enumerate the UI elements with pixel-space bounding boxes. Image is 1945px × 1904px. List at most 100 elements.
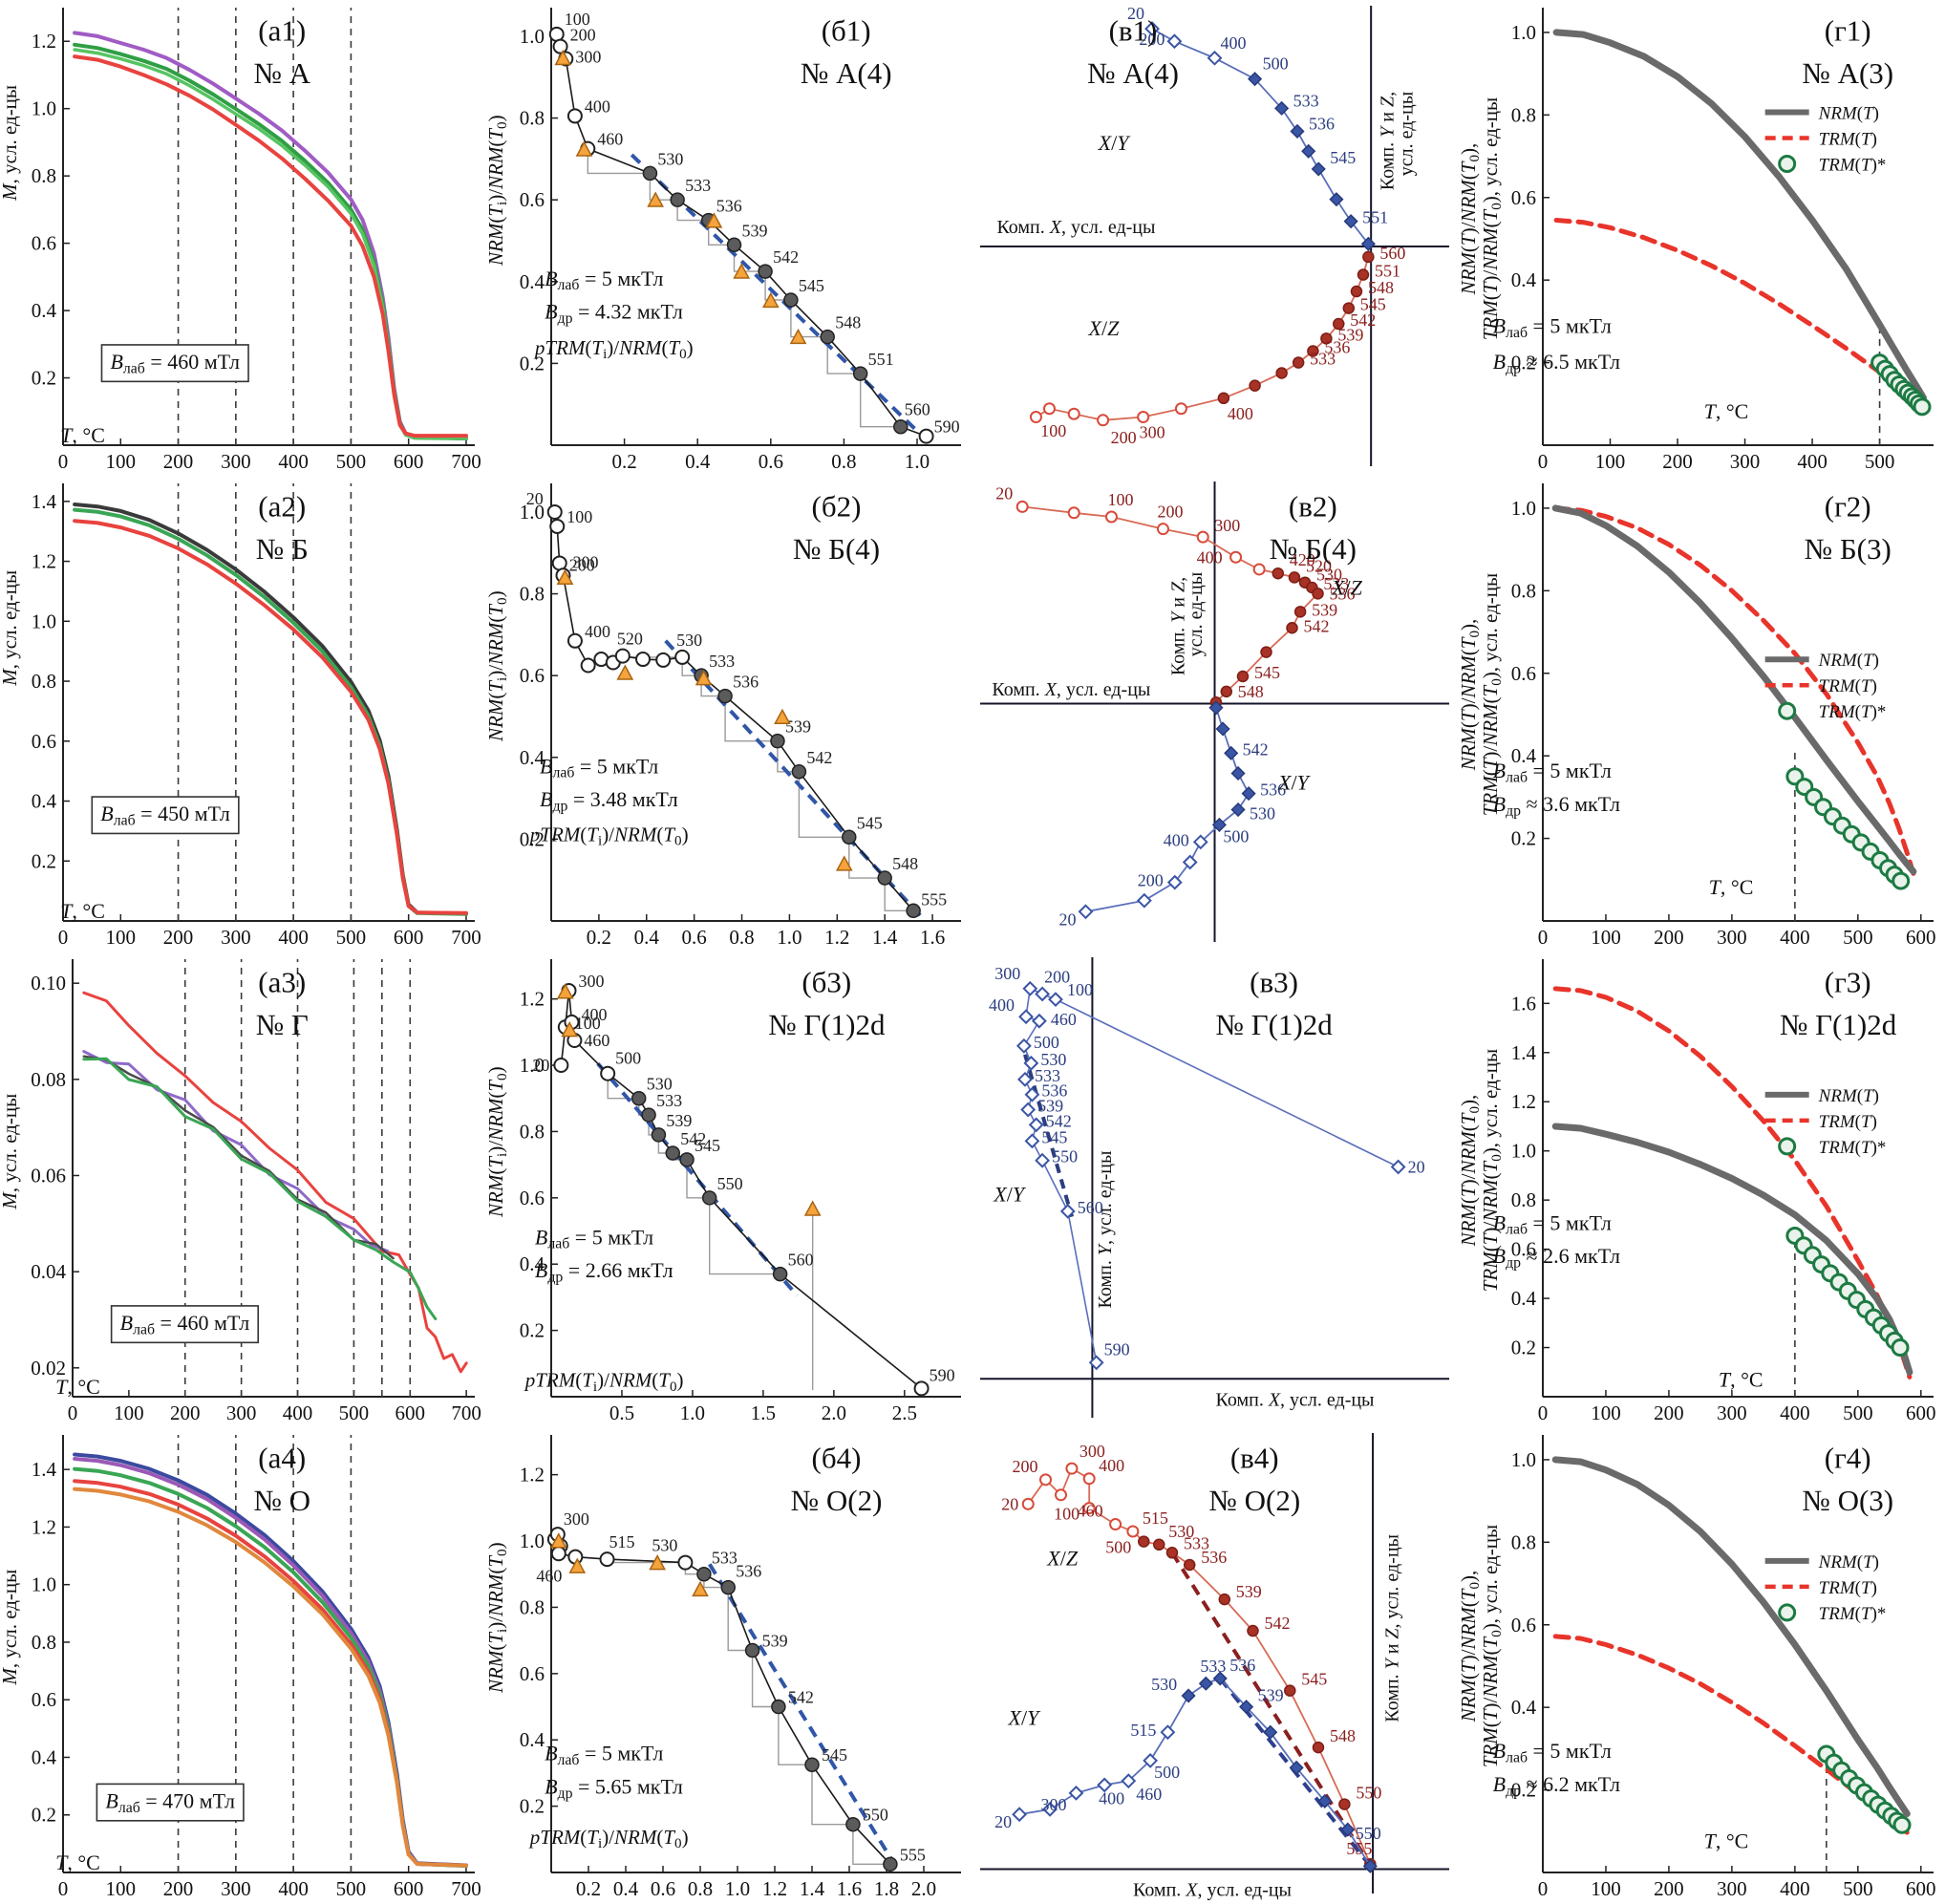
svg-text:№ А: № А <box>253 56 310 90</box>
svg-text:0.02: 0.02 <box>31 1357 66 1380</box>
svg-text:530: 530 <box>1151 1675 1177 1694</box>
panel-b2-canvas: 0.2 0.4 0.6 0.8 1.0 1.2 1.4 1.6 0.2 0.4 0.6 0.8 1.0 N… <box>486 483 961 949</box>
svg-text:TRM(T): TRM(T) <box>1819 676 1877 696</box>
svg-text:545: 545 <box>857 813 883 832</box>
svg-text:Bдр = 4.32 мкТл: Bдр = 4.32 мкТл <box>545 300 683 327</box>
svg-text:500: 500 <box>336 926 367 949</box>
svg-text:(г4): (г4) <box>1825 1441 1871 1474</box>
svg-text:1.2: 1.2 <box>762 1877 787 1900</box>
svg-text:700: 700 <box>451 1401 481 1424</box>
svg-text:400: 400 <box>1164 830 1189 849</box>
svg-text:550: 550 <box>717 1174 743 1193</box>
panel-v1: 20 200 400 500 533 536 545 551 560 551 548 545 542 53… <box>972 0 1459 476</box>
svg-text:(а3): (а3) <box>258 965 306 998</box>
svg-text:100: 100 <box>575 1014 601 1033</box>
svg-text:1.4: 1.4 <box>800 1877 825 1900</box>
svg-text:0: 0 <box>58 1877 69 1900</box>
svg-text:545: 545 <box>1301 1670 1327 1689</box>
svg-text:NRM(T): NRM(T) <box>1818 651 1879 671</box>
svg-text:(б3): (б3) <box>802 965 851 998</box>
svg-text:0.8: 0.8 <box>32 164 56 187</box>
svg-text:0.6: 0.6 <box>520 664 545 687</box>
svg-text:(б4): (б4) <box>812 1441 862 1474</box>
svg-text:200: 200 <box>1139 30 1165 49</box>
svg-text:20: 20 <box>995 483 1013 503</box>
svg-text:300: 300 <box>226 1401 257 1424</box>
svg-text:500: 500 <box>1843 1877 1873 1900</box>
svg-text:20: 20 <box>526 489 544 508</box>
svg-text:2.0: 2.0 <box>822 1401 846 1424</box>
svg-text:536: 536 <box>1201 1548 1227 1567</box>
svg-text:0.4: 0.4 <box>32 299 57 322</box>
svg-text:200: 200 <box>1013 1457 1038 1476</box>
panel-b3-canvas: 0.5 1.0 1.5 2.0 2.5 0.2 0.4 0.6 0.8 1.0 1.2 NRM(Ti)… <box>486 959 961 1424</box>
svg-text:536: 536 <box>736 1562 761 1581</box>
svg-text:300: 300 <box>1040 1795 1066 1814</box>
svg-text:533: 533 <box>1310 350 1336 369</box>
svg-text:0.6: 0.6 <box>1511 1238 1536 1261</box>
svg-text:Bлаб = 460 мТл: Bлаб = 460 мТл <box>110 350 240 376</box>
svg-text:Bдр = 5.65 мкТл: Bдр = 5.65 мкТл <box>545 1774 683 1801</box>
svg-text:0.8: 0.8 <box>520 1595 545 1618</box>
svg-text:539: 539 <box>762 1632 788 1651</box>
svg-text:200: 200 <box>570 26 596 45</box>
svg-text:0.8: 0.8 <box>831 450 856 473</box>
svg-text:400: 400 <box>283 1401 313 1424</box>
panel-a3: 0 100 200 300 400 500 600 700 0.02 0.04 0.06 0.08 0.… <box>0 952 486 1427</box>
svg-text:0.8: 0.8 <box>729 926 754 949</box>
panel-v4: 20 200 300 400 100 460 515 500 530 533 536 539 542 54… <box>972 1427 1459 1903</box>
svg-text:400: 400 <box>585 622 610 641</box>
svg-text:533: 533 <box>1184 1533 1209 1552</box>
svg-text:1.0: 1.0 <box>32 1573 56 1596</box>
svg-text:№ Б(4): № Б(4) <box>1270 532 1357 566</box>
svg-text:NRM(Ti)/NRM(T0): NRM(Ti)/NRM(T0) <box>486 590 510 742</box>
svg-text:Комп. X, усл. ед-цы: Комп. X, усл. ед-цы <box>992 679 1150 700</box>
svg-text:Комп. Y и Z,: Комп. Y и Z, <box>1377 92 1398 190</box>
svg-text:200: 200 <box>1157 503 1183 522</box>
svg-text:500: 500 <box>1223 826 1249 845</box>
svg-text:550: 550 <box>1356 1784 1381 1803</box>
svg-text:300: 300 <box>1140 423 1165 442</box>
svg-text:Комп. Y и Z, усл. ед-цы: Комп. Y и Z, усл. ед-цы <box>1381 1534 1402 1722</box>
panel-g2-canvas: 0 100 200 300 400 500 600 0.2 0.4 0.6 0.8 1.0 NRM(T)… <box>1459 483 1936 949</box>
svg-text:530: 530 <box>652 1536 677 1555</box>
svg-text:1.4: 1.4 <box>872 926 898 949</box>
svg-text:560: 560 <box>905 400 930 419</box>
svg-text:100: 100 <box>106 926 137 949</box>
svg-text:0: 0 <box>1538 1877 1549 1900</box>
svg-text:X/Z: X/Z <box>1046 1546 1079 1570</box>
svg-text:№ Б: № Б <box>256 532 309 566</box>
svg-text:600: 600 <box>394 926 424 949</box>
svg-text:X/Z: X/Z <box>1331 576 1363 600</box>
svg-text:0.6: 0.6 <box>682 926 707 949</box>
svg-text:300: 300 <box>1717 1877 1747 1900</box>
panel-g1-canvas: 0 100 200 300 400 500 0.2 0.4 0.6 0.8 1.0 NRM(T)/NR… <box>1459 8 1934 473</box>
svg-text:548: 548 <box>1238 682 1264 701</box>
svg-text:542: 542 <box>1243 739 1269 759</box>
svg-text:1.4: 1.4 <box>32 1458 57 1481</box>
svg-text:530: 530 <box>657 149 683 168</box>
svg-text:(г1): (г1) <box>1825 13 1871 47</box>
svg-text:551: 551 <box>1375 262 1400 281</box>
svg-text:545: 545 <box>1330 148 1356 167</box>
svg-text:542: 542 <box>1350 310 1376 330</box>
svg-text:X/Y: X/Y <box>993 1182 1027 1206</box>
svg-text:T, °C: T, °C <box>1709 875 1754 899</box>
svg-text:(г3): (г3) <box>1825 965 1871 998</box>
svg-text:100: 100 <box>1054 1505 1079 1524</box>
svg-text:Bлаб = 5 мкТл: Bлаб = 5 мкТл <box>1493 1210 1612 1237</box>
svg-text:560: 560 <box>788 1251 814 1270</box>
svg-text:560: 560 <box>1078 1198 1103 1217</box>
svg-text:400: 400 <box>581 1005 607 1024</box>
svg-text:№ О: № О <box>253 1484 310 1517</box>
svg-text:0.8: 0.8 <box>1511 579 1536 602</box>
svg-text:545: 545 <box>1254 663 1280 682</box>
svg-text:550: 550 <box>1052 1147 1078 1166</box>
svg-text:0.4: 0.4 <box>520 1252 545 1275</box>
svg-text:1.2: 1.2 <box>32 550 56 573</box>
panel-a1-canvas: 0 100 200 300 400 500 600 700 0.2 0.4 0.6 0.8 1.0 1.2… <box>0 8 481 473</box>
svg-text:1.0: 1.0 <box>1511 21 1536 44</box>
svg-text:Комп. Y и Z,: Комп. Y и Z, <box>1167 577 1188 675</box>
svg-text:0.8: 0.8 <box>1511 1530 1536 1553</box>
svg-text:1.0: 1.0 <box>520 1530 545 1552</box>
